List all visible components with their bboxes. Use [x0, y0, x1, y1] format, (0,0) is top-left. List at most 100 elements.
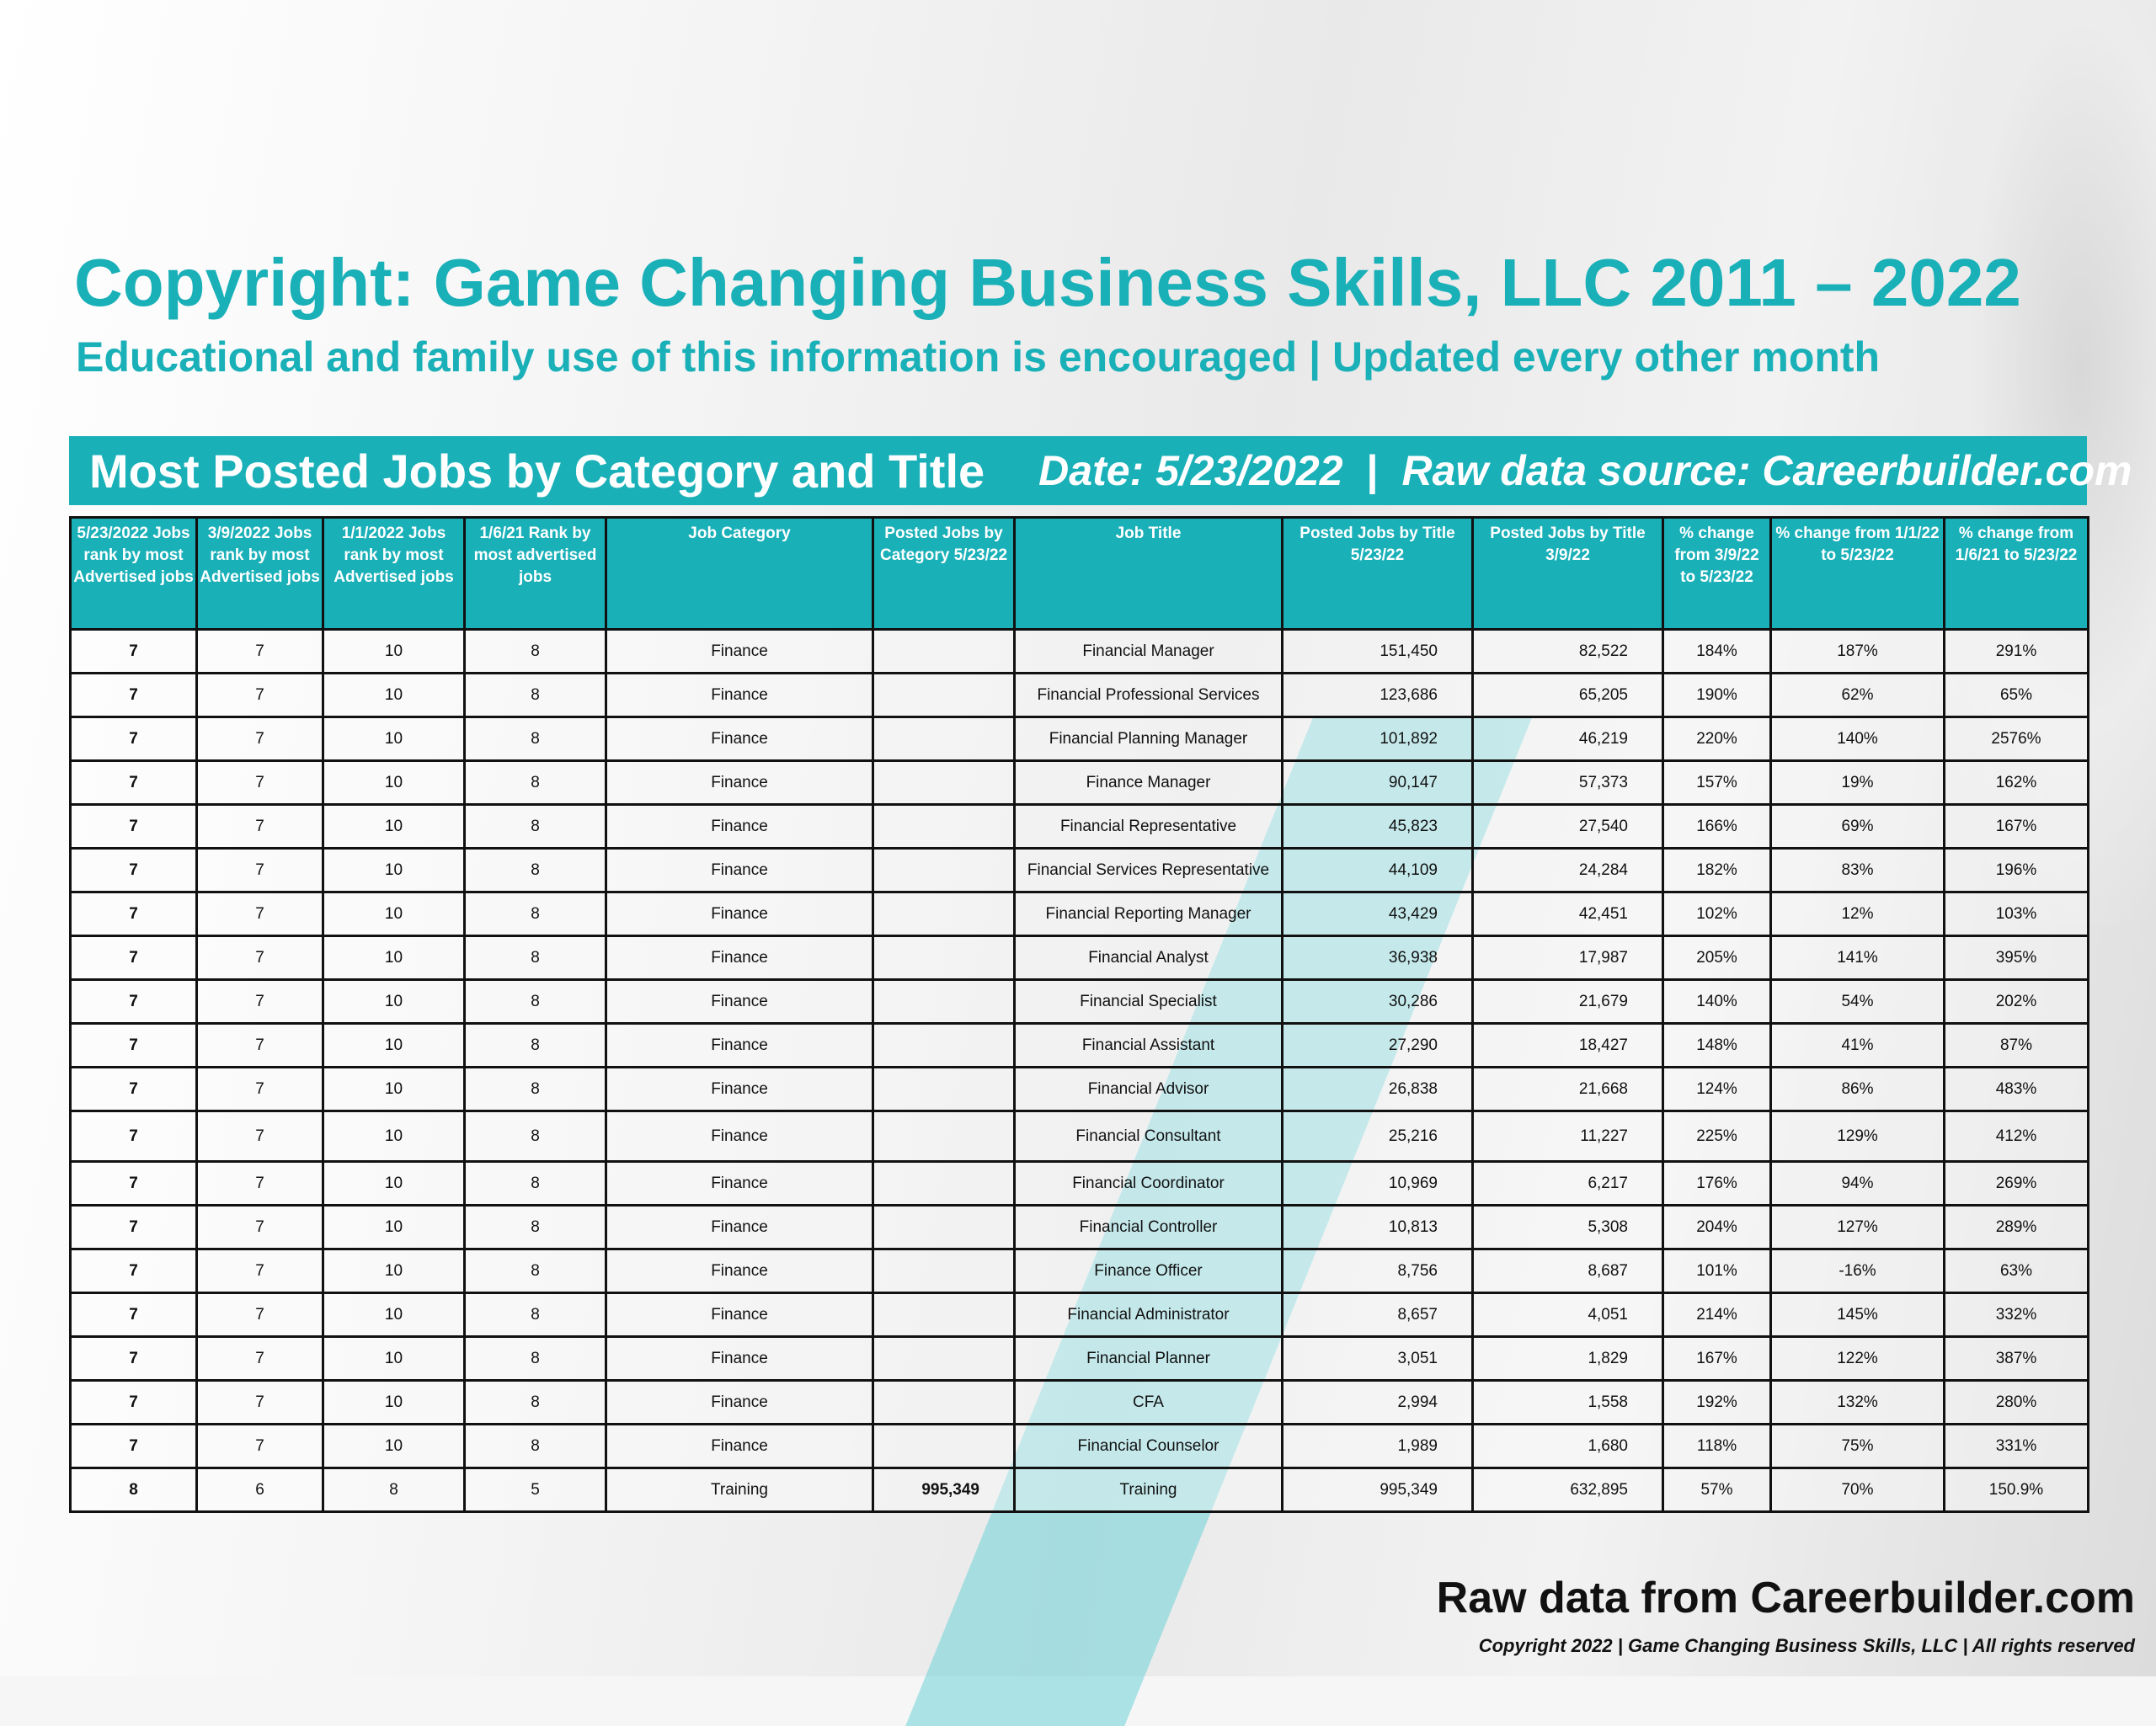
table-cell [872, 1204, 1016, 1250]
table-cell: Training [1013, 1467, 1283, 1513]
table-cell: 5 [463, 1467, 607, 1513]
table-cell: Financial Advisor [1013, 1066, 1283, 1112]
table-cell: 7 [195, 1204, 324, 1250]
table-cell [872, 1379, 1016, 1425]
table-cell: 10 [322, 1248, 466, 1294]
table-row: 7 7 10 8 Finance Financial Advisor 26,838 21,66… [69, 1066, 2089, 1112]
table-cell: 63% [1943, 1248, 2089, 1294]
table-cell: 87% [1943, 1022, 2089, 1068]
table-cell: 140% [1662, 978, 1772, 1025]
table-cell: 17,987 [1471, 935, 1664, 981]
table-cell: 10 [322, 1022, 466, 1068]
table-cell: 192% [1662, 1379, 1772, 1425]
table-cell: Financial Coordinator [1013, 1160, 1283, 1207]
table-cell: 83% [1769, 847, 1945, 893]
table-cell: 26,838 [1281, 1066, 1474, 1112]
table-cell: 54% [1769, 978, 1945, 1025]
table-row: 7 7 10 8 Finance Financial Controller 10,813 5,… [69, 1204, 2089, 1250]
table-cell: 10 [322, 935, 466, 981]
table-cell: 10 [322, 1160, 466, 1207]
table-cell: Training [605, 1467, 874, 1513]
table-cell: Finance [605, 1292, 874, 1338]
table-row: 7 7 10 8 Finance Financial Planning Manager 10… [69, 716, 2089, 762]
table-row: 7 7 10 8 Finance Financial Administrator 8,657… [69, 1292, 2089, 1338]
table-cell: 10 [322, 803, 466, 850]
table-cell: Finance [605, 759, 874, 806]
table-cell: 150.9% [1943, 1467, 2089, 1513]
table-cell: 25,216 [1281, 1110, 1474, 1163]
table-cell: 1,829 [1471, 1335, 1664, 1382]
table-cell: Financial Analyst [1013, 935, 1283, 981]
table-cell [872, 716, 1016, 762]
table-cell: 123,686 [1281, 672, 1474, 718]
table-cell [872, 1110, 1016, 1163]
column-header: 1/6/21 Rank by most advertised jobs [463, 516, 607, 631]
table-cell: 8 [463, 847, 607, 893]
table-cell: 7 [195, 1292, 324, 1338]
table-cell: 140% [1769, 716, 1945, 762]
table-cell: 2,994 [1281, 1379, 1474, 1425]
table-cell: 7 [195, 1022, 324, 1068]
table-cell: 10 [322, 759, 466, 806]
table-cell: 157% [1662, 759, 1772, 806]
column-header: % change from 3/9/22 to 5/23/22 [1662, 516, 1772, 631]
table-cell [872, 1248, 1016, 1294]
table-cell: 8 [463, 1110, 607, 1163]
table-cell: 7 [69, 978, 198, 1025]
table-cell: 7 [69, 891, 198, 937]
table-cell: 27,290 [1281, 1022, 1474, 1068]
table-cell: Finance [605, 1022, 874, 1068]
table-cell: 3,051 [1281, 1335, 1474, 1382]
table-cell: Financial Administrator [1013, 1292, 1283, 1338]
column-header: % change from 1/6/21 to 5/23/22 [1943, 516, 2089, 631]
table-cell [872, 978, 1016, 1025]
table-cell: 8 [463, 1379, 607, 1425]
table-cell: 151,450 [1281, 628, 1474, 674]
table-cell: 36,938 [1281, 935, 1474, 981]
table-row: 7 7 10 8 Finance CFA 2,994 1,558 192% 132% 280% [69, 1379, 2089, 1425]
table-cell: 167% [1943, 803, 2089, 850]
table-cell: 7 [195, 935, 324, 981]
table-cell: 8 [463, 1335, 607, 1382]
table-cell: Financial Representative [1013, 803, 1283, 850]
table-cell: 289% [1943, 1204, 2089, 1250]
table-cell: 8 [463, 1248, 607, 1294]
table-cell: 7 [195, 1379, 324, 1425]
table-cell: 995,349 [1281, 1467, 1474, 1513]
table-cell: Financial Services Representative [1013, 847, 1283, 893]
table-cell: 8 [463, 672, 607, 718]
table-cell: Finance [605, 1335, 874, 1382]
table-cell: 1,989 [1281, 1423, 1474, 1469]
banner-separator: | [1366, 447, 1379, 494]
table-cell: 8 [463, 716, 607, 762]
table-row: 7 7 10 8 Finance Financial Specialist 30,286 21… [69, 978, 2089, 1025]
banner-meta: Date: 5/23/2022 | Raw data source: Careerb… [1038, 446, 2132, 495]
table-cell: 7 [195, 847, 324, 893]
table-header-row: 5/23/2022 Jobs rank by most Advertised j… [69, 516, 2089, 631]
table-row: 8 6 8 5 Training 995,349 Training 995,349 632,89… [69, 1467, 2089, 1513]
table-cell: Financial Assistant [1013, 1022, 1283, 1068]
table-cell: 8 [463, 1292, 607, 1338]
table-cell: Financial Controller [1013, 1204, 1283, 1250]
table-cell [872, 935, 1016, 981]
table-cell: 18,427 [1471, 1022, 1664, 1068]
table-cell: 10 [322, 1292, 466, 1338]
footer-copyright: Copyright 2022 | Game Changing Business … [1478, 1635, 2135, 1656]
table-cell: 7 [69, 1204, 198, 1250]
table-cell: 8 [463, 759, 607, 806]
table-cell [872, 1160, 1016, 1207]
table-cell: 7 [195, 628, 324, 674]
table-row: 7 7 10 8 Finance Financial Coordinator 10,969 6… [69, 1160, 2089, 1207]
table-cell: 10,969 [1281, 1160, 1474, 1207]
table-cell: 10 [322, 716, 466, 762]
table-cell: 7 [195, 716, 324, 762]
table-banner: Most Posted Jobs by Category and Title D… [69, 436, 2132, 505]
table-cell: 1,680 [1471, 1423, 1664, 1469]
table-cell: 205% [1662, 935, 1772, 981]
footer-source: Raw data from Careerbuilder.com [1436, 1574, 2135, 1622]
table-cell: 30,286 [1281, 978, 1474, 1025]
table-cell: 8,756 [1281, 1248, 1474, 1294]
table-cell: 8 [463, 978, 607, 1025]
table-cell: 27,540 [1471, 803, 1664, 850]
table-cell: 8 [463, 803, 607, 850]
